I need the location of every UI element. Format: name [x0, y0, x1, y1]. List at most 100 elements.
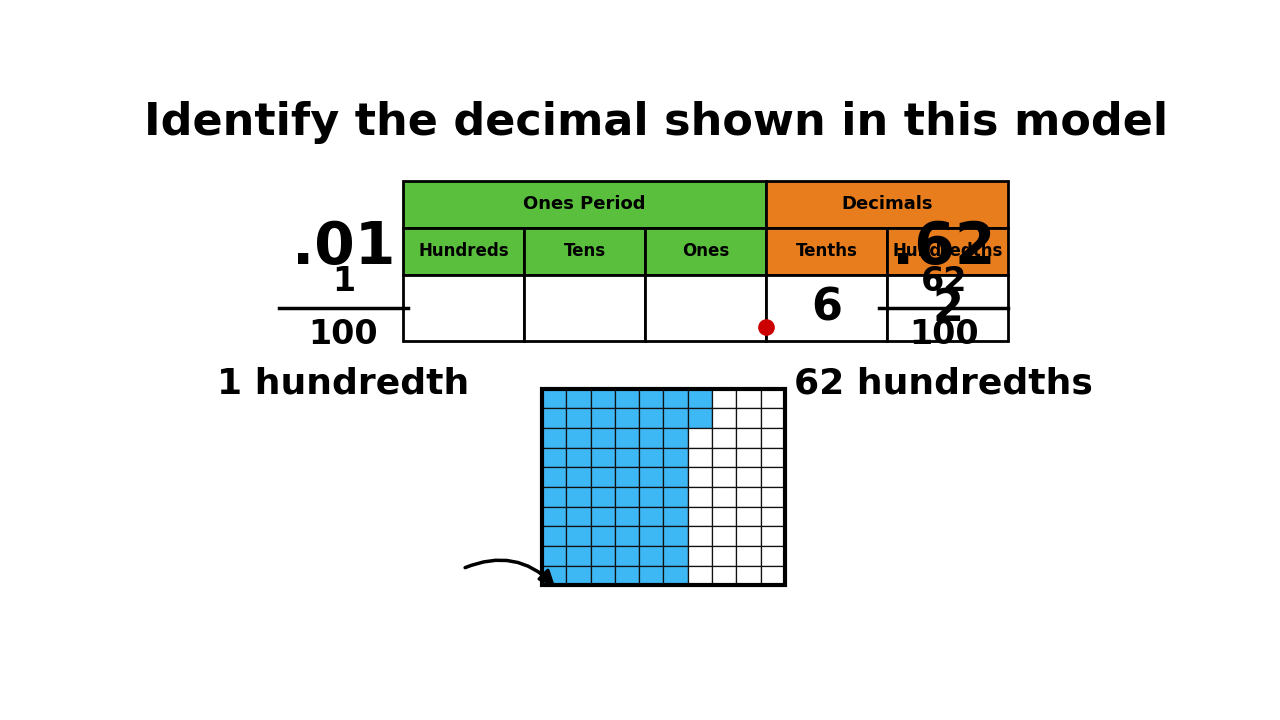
Bar	[614, 487, 639, 507]
Bar	[524, 228, 645, 275]
Bar	[663, 389, 687, 408]
Bar	[541, 487, 566, 507]
Bar	[687, 507, 712, 526]
Bar	[590, 467, 614, 487]
Bar	[614, 507, 639, 526]
Bar	[566, 526, 590, 546]
Bar	[687, 389, 712, 408]
Bar	[767, 275, 887, 341]
Bar	[566, 546, 590, 566]
Bar	[639, 428, 663, 448]
Bar	[590, 428, 614, 448]
Bar	[403, 275, 524, 341]
Bar	[687, 448, 712, 467]
Bar	[887, 228, 1009, 275]
Bar	[736, 507, 760, 526]
Text: 6: 6	[812, 287, 842, 330]
Bar	[566, 448, 590, 467]
Bar	[541, 408, 566, 428]
Text: Ones Period: Ones Period	[524, 195, 646, 213]
Text: Decimals: Decimals	[841, 195, 933, 213]
Bar	[760, 526, 785, 546]
Bar	[614, 448, 639, 467]
Bar	[760, 408, 785, 428]
Text: Hundredths: Hundredths	[892, 243, 1002, 261]
Bar	[639, 467, 663, 487]
Bar	[736, 408, 760, 428]
Bar	[687, 546, 712, 566]
Bar	[566, 389, 590, 408]
Bar	[687, 487, 712, 507]
Bar	[639, 408, 663, 428]
Bar	[566, 566, 590, 585]
Bar	[663, 428, 687, 448]
Text: 1: 1	[332, 265, 355, 298]
Bar	[663, 546, 687, 566]
Bar	[887, 275, 1009, 341]
Bar	[541, 546, 566, 566]
Text: .01: .01	[292, 219, 396, 276]
Bar	[712, 507, 736, 526]
Bar	[541, 566, 566, 585]
Bar	[687, 526, 712, 546]
Text: 2: 2	[932, 287, 963, 330]
Bar	[566, 487, 590, 507]
Bar	[736, 546, 760, 566]
Bar	[767, 181, 1009, 228]
Bar	[760, 546, 785, 566]
Text: Tens: Tens	[563, 243, 605, 261]
Bar	[663, 467, 687, 487]
Bar	[712, 467, 736, 487]
Bar	[712, 428, 736, 448]
Text: 1 hundredth: 1 hundredth	[218, 366, 470, 400]
Bar	[639, 526, 663, 546]
Bar	[541, 428, 566, 448]
Bar	[687, 566, 712, 585]
Text: Tenths: Tenths	[796, 243, 858, 261]
Bar	[566, 428, 590, 448]
Bar	[712, 389, 736, 408]
Bar	[614, 526, 639, 546]
Bar	[541, 526, 566, 546]
Bar	[590, 389, 614, 408]
Text: Hundreds: Hundreds	[419, 243, 509, 261]
Bar	[645, 228, 767, 275]
Bar	[663, 487, 687, 507]
Bar	[663, 408, 687, 428]
Bar	[614, 389, 639, 408]
Bar	[687, 428, 712, 448]
Bar	[566, 467, 590, 487]
Bar	[614, 566, 639, 585]
Bar	[645, 275, 767, 341]
Bar	[590, 526, 614, 546]
Text: 62: 62	[920, 265, 966, 298]
Bar	[712, 566, 736, 585]
Bar	[639, 507, 663, 526]
Bar	[566, 408, 590, 428]
Bar	[403, 181, 767, 228]
Bar	[712, 448, 736, 467]
Bar	[590, 408, 614, 428]
Bar	[736, 467, 760, 487]
Text: Identify the decimal shown in this model: Identify the decimal shown in this model	[143, 101, 1169, 144]
Bar	[760, 428, 785, 448]
Bar	[736, 428, 760, 448]
Bar	[712, 408, 736, 428]
Bar	[403, 228, 524, 275]
Text: 100: 100	[909, 318, 978, 351]
Bar	[760, 389, 785, 408]
Bar	[614, 467, 639, 487]
Bar	[760, 448, 785, 467]
Bar	[736, 526, 760, 546]
Bar	[614, 428, 639, 448]
Bar	[687, 467, 712, 487]
Text: .62: .62	[892, 219, 996, 276]
Bar	[663, 507, 687, 526]
Bar	[663, 566, 687, 585]
Bar	[639, 546, 663, 566]
Bar	[712, 546, 736, 566]
Bar	[663, 448, 687, 467]
Bar	[590, 566, 614, 585]
Bar	[736, 389, 760, 408]
Text: 100: 100	[308, 318, 379, 351]
